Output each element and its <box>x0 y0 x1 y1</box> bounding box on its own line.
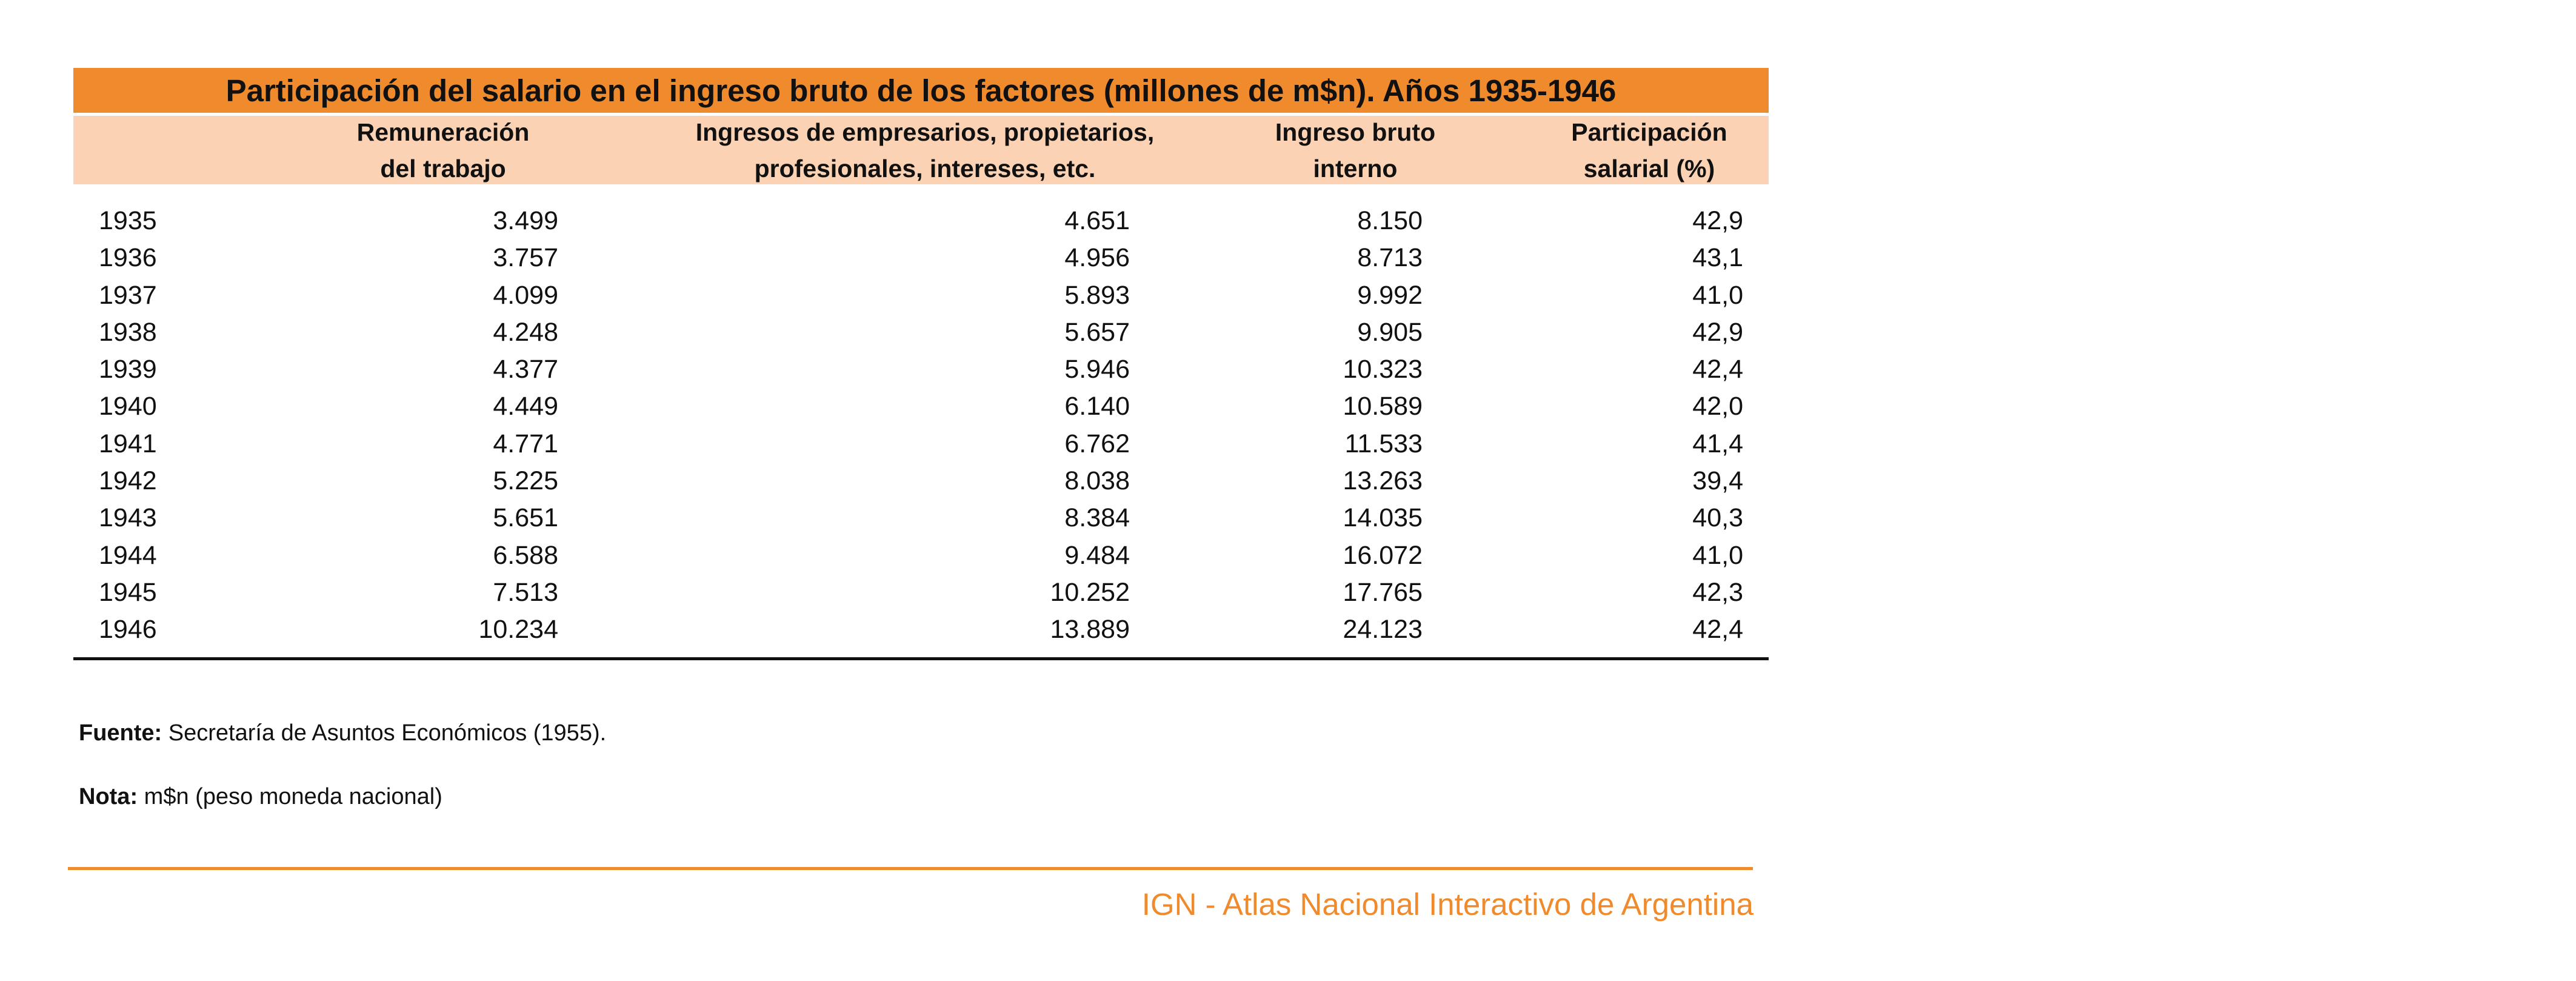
cell-ingreso-bruto: 16.072 <box>1343 540 1423 570</box>
cell-year: 1943 <box>99 503 157 533</box>
cell-remuneracion: 4.248 <box>493 317 558 347</box>
cell-remuneracion: 3.499 <box>493 206 558 235</box>
cell-ingreso-bruto: 9.992 <box>1357 280 1423 310</box>
cell-remuneracion: 4.771 <box>493 429 558 458</box>
table-row: 1935 3.499 4.651 8.150 42,9 <box>73 203 1769 239</box>
source-note: Fuente: Secretaría de Asuntos Económicos… <box>79 720 606 746</box>
cell-remuneracion: 4.449 <box>493 392 558 421</box>
table-row: 1941 4.771 6.762 11.533 41,4 <box>73 426 1769 463</box>
cell-ingresos-empresarios: 8.038 <box>1064 466 1130 496</box>
source-text: Secretaría de Asuntos Económicos (1955). <box>162 720 607 746</box>
cell-participacion: 39,4 <box>1692 466 1743 496</box>
cell-year: 1941 <box>99 429 157 458</box>
cell-ingresos-empresarios: 4.956 <box>1064 243 1130 273</box>
cell-participacion: 41,0 <box>1692 540 1743 570</box>
table-row: 1943 5.651 8.384 14.035 40,3 <box>73 500 1769 537</box>
header-ingresos-empresarios: Ingresos de empresarios, propietarios, p… <box>695 118 1155 182</box>
cell-participacion: 40,3 <box>1692 503 1743 533</box>
cell-ingreso-bruto: 13.263 <box>1343 466 1423 496</box>
cell-ingreso-bruto: 14.035 <box>1343 503 1423 533</box>
cell-remuneracion: 7.513 <box>493 577 558 607</box>
table-title: Participación del salario en el ingreso … <box>73 68 1769 113</box>
footer-divider <box>68 867 1753 870</box>
cell-year: 1945 <box>99 577 157 607</box>
cell-ingresos-empresarios: 4.651 <box>1064 206 1130 235</box>
cell-participacion: 42,9 <box>1692 206 1743 235</box>
table-row: 1940 4.449 6.140 10.589 42,0 <box>73 388 1769 425</box>
header-participacion: Participación salarial (%) <box>1571 118 1727 182</box>
note-label: Nota: <box>79 784 138 809</box>
cell-participacion: 43,1 <box>1692 243 1743 273</box>
table-body: 1935 3.499 4.651 8.150 42,9 1936 3.757 4.956 8.7… <box>73 184 1769 660</box>
cell-year: 1936 <box>99 243 157 273</box>
cell-ingresos-empresarios: 6.140 <box>1064 392 1130 421</box>
cell-year: 1944 <box>99 540 157 570</box>
cell-ingreso-bruto: 17.765 <box>1343 577 1423 607</box>
data-table: Participación del salario en el ingreso … <box>73 68 1769 660</box>
source-label: Fuente: <box>79 720 162 746</box>
note-text: m$n (peso moneda nacional) <box>138 784 442 809</box>
cell-participacion: 42,0 <box>1692 392 1743 421</box>
cell-ingresos-empresarios: 9.484 <box>1064 540 1130 570</box>
header-year <box>73 116 267 184</box>
cell-remuneracion: 10.234 <box>478 615 558 645</box>
cell-ingresos-empresarios: 13.889 <box>1050 615 1130 645</box>
table-row: 1938 4.248 5.657 9.905 42,9 <box>73 314 1769 351</box>
cell-ingresos-empresarios: 8.384 <box>1064 503 1130 533</box>
cell-ingresos-empresarios: 5.893 <box>1064 280 1130 310</box>
table-row: 1937 4.099 5.893 9.992 41,0 <box>73 277 1769 314</box>
cell-year: 1939 <box>99 355 157 384</box>
cell-year: 1935 <box>99 206 157 235</box>
cell-year: 1937 <box>99 280 157 310</box>
currency-note: Nota: m$n (peso moneda nacional) <box>79 784 442 810</box>
cell-year: 1942 <box>99 466 157 496</box>
cell-ingreso-bruto: 8.150 <box>1357 206 1423 235</box>
table-row: 1945 7.513 10.252 17.765 42,3 <box>73 574 1769 611</box>
cell-participacion: 41,4 <box>1692 429 1743 458</box>
cell-remuneracion: 5.651 <box>493 503 558 533</box>
table-row: 1939 4.377 5.946 10.323 42,4 <box>73 351 1769 388</box>
cell-ingresos-empresarios: 10.252 <box>1050 577 1130 607</box>
cell-participacion: 42,4 <box>1692 355 1743 384</box>
cell-year: 1938 <box>99 317 157 347</box>
cell-ingresos-empresarios: 6.762 <box>1064 429 1130 458</box>
table-row: 1946 10.234 13.889 24.123 42,4 <box>73 611 1769 648</box>
cell-ingresos-empresarios: 5.657 <box>1064 317 1130 347</box>
cell-remuneracion: 4.099 <box>493 280 558 310</box>
cell-remuneracion: 4.377 <box>493 355 558 384</box>
cell-ingreso-bruto: 10.589 <box>1343 392 1423 421</box>
cell-remuneracion: 6.588 <box>493 540 558 570</box>
cell-year: 1940 <box>99 392 157 421</box>
table-row: 1936 3.757 4.956 8.713 43,1 <box>73 239 1769 276</box>
cell-participacion: 42,9 <box>1692 317 1743 347</box>
cell-year: 1946 <box>99 615 157 645</box>
table-row: 1944 6.588 9.484 16.072 41,0 <box>73 537 1769 574</box>
cell-ingresos-empresarios: 5.946 <box>1064 355 1130 384</box>
cell-ingreso-bruto: 10.323 <box>1343 355 1423 384</box>
cell-participacion: 42,3 <box>1692 577 1743 607</box>
table-row: 1942 5.225 8.038 13.263 39,4 <box>73 463 1769 500</box>
cell-ingreso-bruto: 9.905 <box>1357 317 1423 347</box>
cell-remuneracion: 5.225 <box>493 466 558 496</box>
cell-participacion: 41,0 <box>1692 280 1743 310</box>
cell-participacion: 42,4 <box>1692 615 1743 645</box>
cell-ingreso-bruto: 24.123 <box>1343 615 1423 645</box>
cell-ingreso-bruto: 11.533 <box>1344 429 1423 458</box>
cell-ingreso-bruto: 8.713 <box>1357 243 1423 273</box>
cell-remuneracion: 3.757 <box>493 243 558 273</box>
header-remuneracion: Remuneración del trabajo <box>356 118 530 182</box>
header-ingreso-bruto: Ingreso bruto interno <box>1275 118 1436 182</box>
footer-credit: IGN - Atlas Nacional Interactivo de Arge… <box>1141 887 1753 922</box>
table-header: Remuneración del trabajo Ingresos de emp… <box>73 113 1769 184</box>
